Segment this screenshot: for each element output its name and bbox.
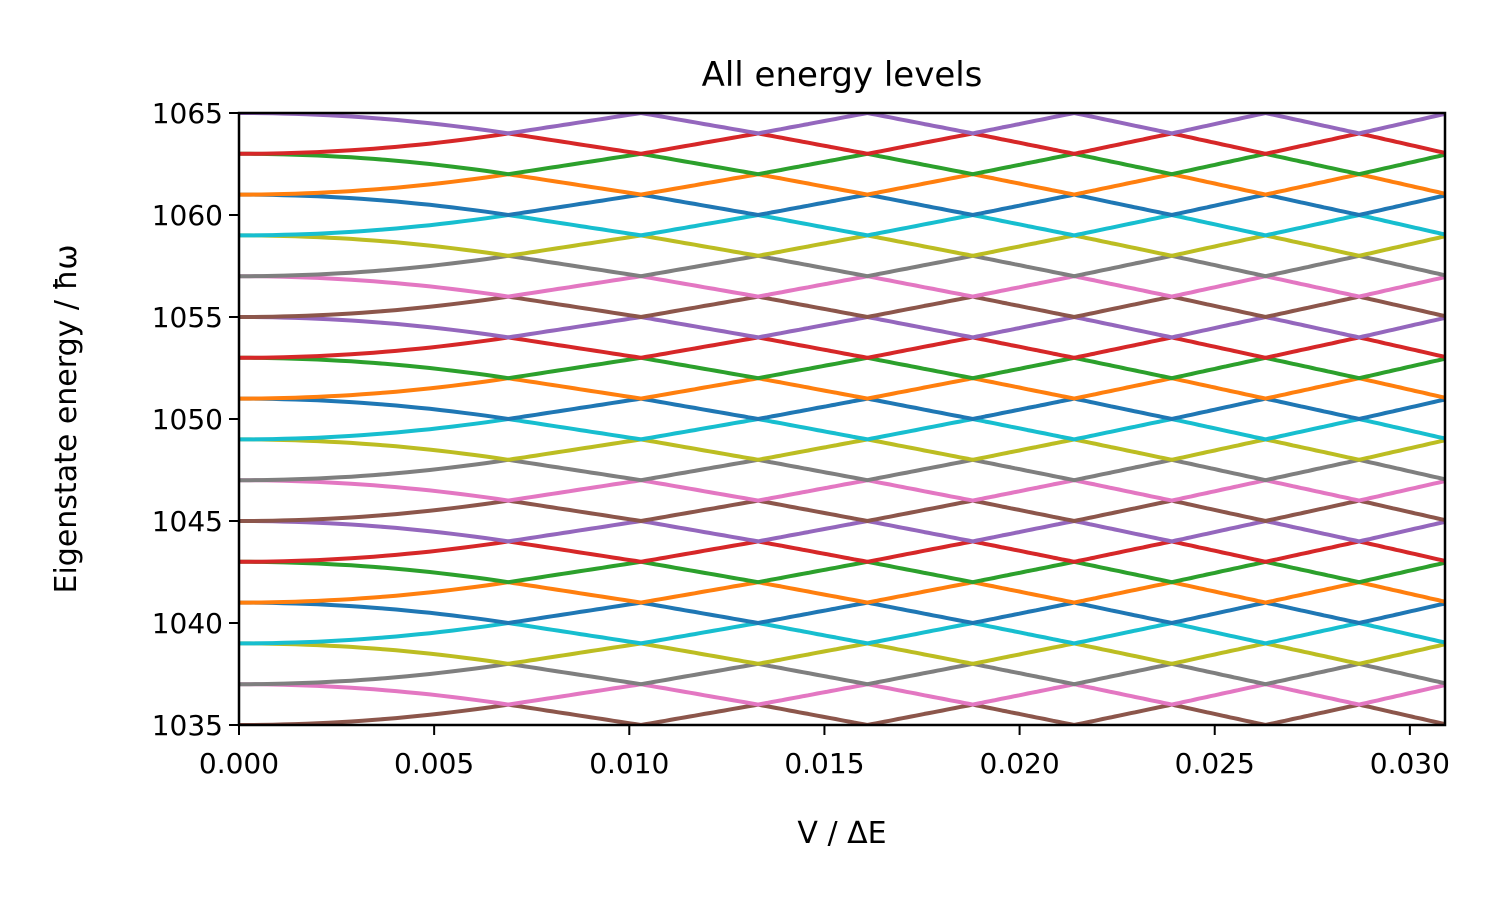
x-axis-ticks: 0.000 0.005 0.010 0.015 0.020 0.025 0.030 [199,725,1450,780]
x-tick-label: 0.020 [979,747,1059,780]
energy-level-line-21 [239,274,1445,299]
energy-level-line-17 [239,355,1445,381]
y-axis-label: Eigenstate energy / ħω [49,244,84,593]
x-axis-label: V / ΔE [797,816,886,851]
energy-level-line-5 [239,600,1445,625]
x-tick-label: 0.025 [1175,747,1255,780]
series-group [239,113,1445,725]
energy-level-line-9 [239,519,1445,544]
x-tick-label: 0.010 [589,747,669,780]
y-tick-label: 1050 [152,403,223,436]
energy-level-line-1 [239,682,1445,707]
energy-level-line-7 [239,559,1445,585]
y-tick-label: 1040 [152,607,223,640]
energy-level-line-19 [239,315,1445,340]
y-tick-label: 1055 [152,301,223,334]
y-tick-label: 1035 [152,709,223,742]
y-tick-label: 1065 [152,97,223,130]
energy-level-line-10 [239,498,1445,523]
energy-level-line-3 [239,641,1445,666]
energy-level-line-13 [239,437,1445,462]
y-axis-ticks: 1035 1040 1045 1050 1055 1060 1065 [152,97,239,742]
energy-level-line-18 [239,335,1445,360]
energy-level-line-24 [239,213,1445,238]
energy-level-line-12 [239,457,1445,483]
x-tick-label: 0.030 [1370,747,1450,780]
y-tick-label: 1045 [152,505,223,538]
x-tick-label: 0.005 [394,747,474,780]
energy-level-line-11 [239,478,1445,503]
energy-level-line-4 [239,621,1445,646]
energy-level-line-29 [239,113,1445,136]
y-tick-label: 1060 [152,199,223,232]
energy-level-line-2 [239,661,1445,687]
energy-level-line-8 [239,539,1445,564]
energy-level-line-15 [239,396,1445,421]
energy-level-line-20 [239,294,1445,319]
x-tick-label: 0.000 [199,747,279,780]
chart-title: All energy levels [702,55,983,95]
x-tick-label: 0.015 [784,747,864,780]
energy-level-line-0 [239,702,1445,725]
energy-level-line-26 [239,172,1445,197]
energy-level-line-23 [239,233,1445,258]
energy-level-line-14 [239,417,1445,442]
energy-level-line-16 [239,376,1445,401]
energy-level-line-27 [239,151,1445,177]
energy-level-line-6 [239,580,1445,605]
energy-level-line-25 [239,192,1445,217]
energy-level-line-28 [239,131,1445,156]
energy-level-line-22 [239,253,1445,279]
